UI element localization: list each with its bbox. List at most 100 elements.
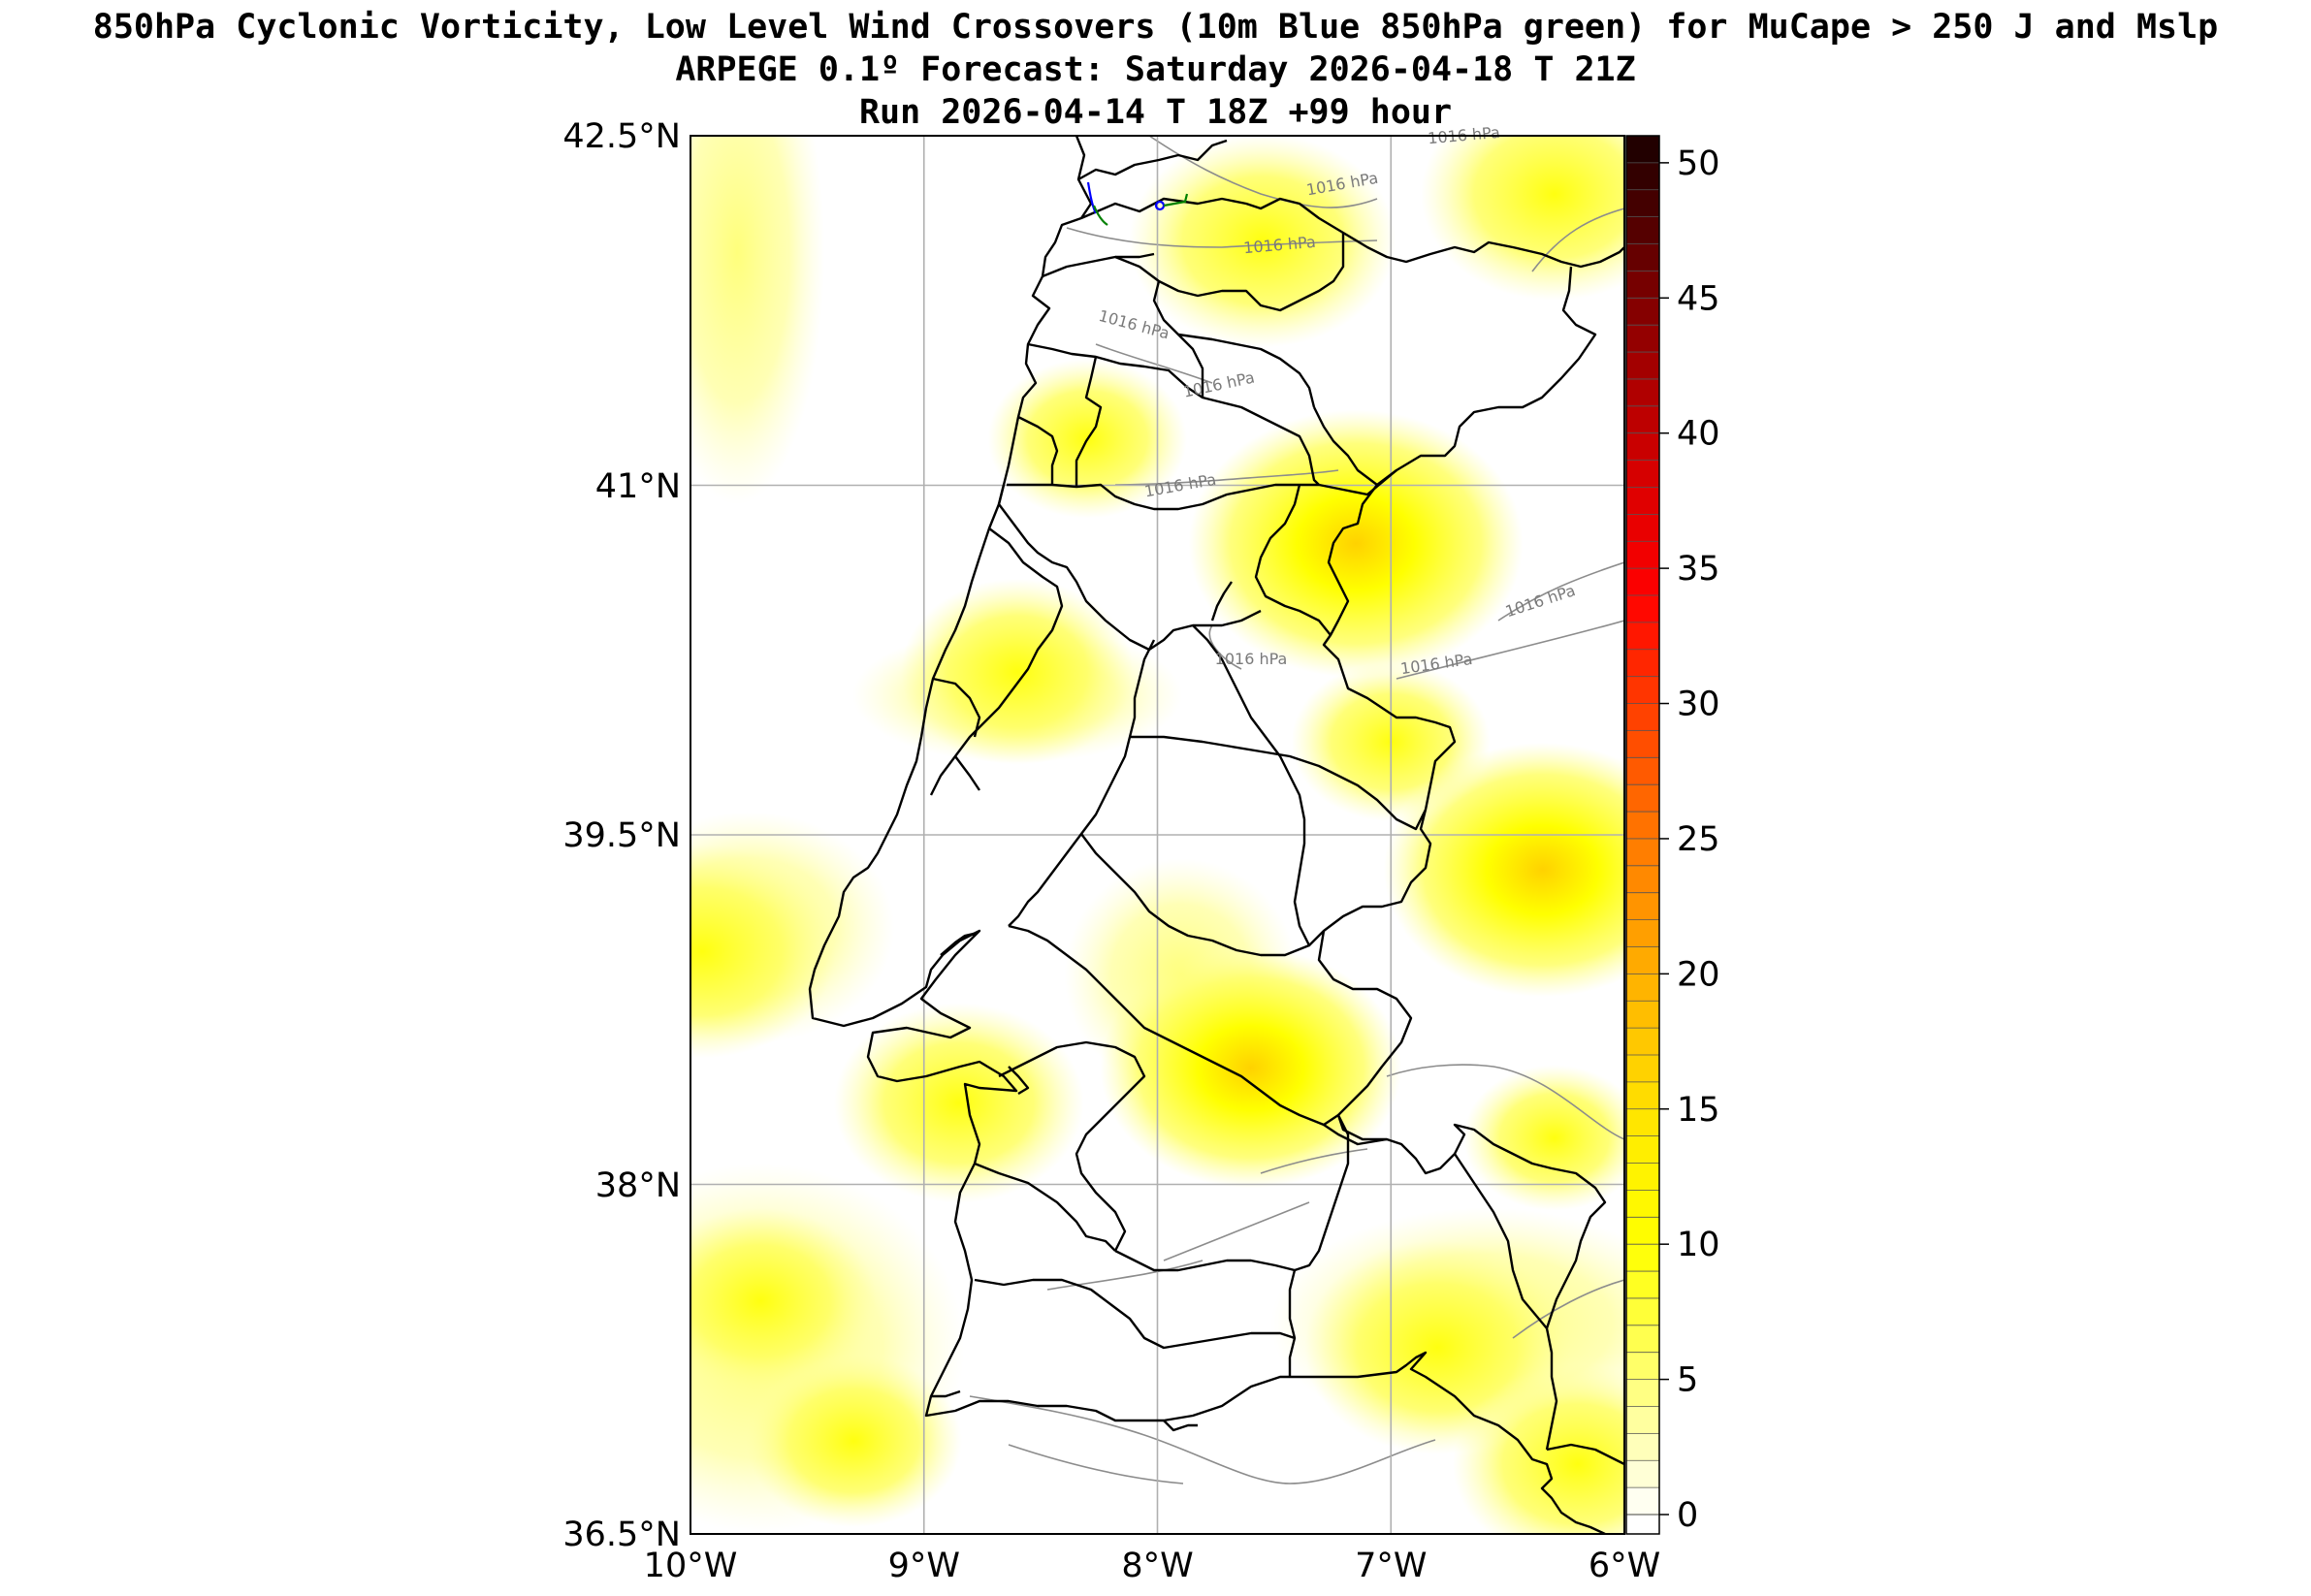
vorticity-blob (901, 578, 1135, 765)
colorbar-band (1626, 1028, 1659, 1056)
latitude-labels: 42.5°N 41°N 39.5°N 38°N 36.5°N (562, 117, 681, 1554)
colorbar-band (1626, 649, 1659, 678)
wind-850-trace (1092, 205, 1108, 226)
colorbar-ticks: 0 5 10 15 20 25 30 35 40 45 50 (1659, 144, 1720, 1535)
colorbar-band (1626, 460, 1659, 488)
colorbar-band (1626, 136, 1659, 164)
colorbar-tick-label: 50 (1677, 144, 1720, 183)
lat-label-36-5: 36.5°N (562, 1516, 681, 1554)
colorbar-band (1626, 1055, 1659, 1083)
colorbar-band (1626, 405, 1659, 434)
colorbar-tick-label: 35 (1677, 550, 1720, 589)
colorbar-tick-label: 15 (1677, 1091, 1720, 1130)
colorbar: 0 5 10 15 20 25 30 35 40 45 50 (1625, 135, 1720, 1535)
colorbar-band (1626, 595, 1659, 623)
field-wash (690, 136, 825, 505)
colorbar-band (1626, 1190, 1659, 1218)
colorbar-band (1626, 352, 1659, 380)
colorbar-band (1626, 1163, 1659, 1191)
colorbar-tick-label: 5 (1677, 1361, 1698, 1400)
colorbar-band (1626, 541, 1659, 569)
colorbar-band (1626, 325, 1659, 353)
colorbar-band (1626, 812, 1659, 840)
colorbar-bands (1626, 136, 1659, 1534)
colorbar-band (1626, 514, 1659, 542)
colorbar-band (1626, 757, 1659, 785)
vorticity-field (690, 136, 1624, 1534)
colorbar-band (1626, 703, 1659, 731)
national-border (1080, 197, 1624, 269)
vorticity-blob (690, 1207, 878, 1394)
colorbar-band (1626, 946, 1659, 974)
colorbar-band (1626, 1244, 1659, 1272)
colorbar-band (1626, 1271, 1659, 1299)
colorbar-band (1626, 1325, 1659, 1354)
lon-label-7w: 7°W (1355, 1547, 1427, 1585)
vorticity-blob (746, 1354, 962, 1527)
colorbar-band (1626, 1352, 1659, 1381)
vorticity-blob (834, 1003, 1084, 1203)
boundaries (808, 136, 1624, 1534)
lat-label-41: 41°N (595, 467, 681, 506)
colorbar-tick-label: 0 (1677, 1496, 1698, 1535)
colorbar-tick-label: 30 (1677, 686, 1720, 724)
isobar-label: 1016 hPa (1215, 650, 1288, 668)
colorbar-band (1626, 271, 1659, 299)
vorticity-blob (1100, 947, 1401, 1189)
colorbar-band (1626, 892, 1659, 921)
colorbar-band (1626, 243, 1659, 271)
colorbar-band (1626, 432, 1659, 462)
colorbar-band (1626, 216, 1659, 245)
colorbar-band (1626, 162, 1659, 191)
colorbar-tick-label: 45 (1677, 279, 1720, 318)
colorbar-band (1626, 298, 1659, 326)
longitude-labels: 10°W 9°W 8°W 7°W 6°W (644, 1547, 1661, 1585)
colorbar-band (1626, 838, 1659, 867)
wind-10m-trace (1086, 181, 1097, 214)
lat-label-39-5: 39.5°N (562, 816, 681, 855)
colorbar-band (1626, 1460, 1659, 1488)
colorbar-band (1626, 1515, 1659, 1534)
vorticity-blob (1463, 1065, 1624, 1211)
colorbar-band (1626, 1001, 1659, 1029)
isobars (969, 136, 1624, 1484)
colorbar-band (1626, 568, 1659, 596)
colorbar-band (1626, 622, 1659, 651)
vorticity-blob (690, 845, 836, 1059)
lon-label-6w: 6°W (1589, 1547, 1660, 1585)
colorbar-band (1626, 1487, 1659, 1516)
title-line-2: ARPEGE 0.1º Forecast: Saturday 2026-04-1… (675, 50, 1636, 89)
colorbar-band (1626, 1217, 1659, 1245)
colorbar-tick-label: 25 (1677, 820, 1720, 859)
colorbar-band (1626, 730, 1659, 758)
colorbar-band (1626, 1297, 1659, 1326)
colorbar-tick-label: 40 (1677, 415, 1720, 454)
colorbar-band (1626, 919, 1659, 947)
colorbar-tick-label: 10 (1677, 1226, 1720, 1264)
vorticity-blob (1421, 136, 1624, 302)
lat-label-42-5: 42.5°N (562, 117, 681, 156)
colorbar-band (1626, 676, 1659, 705)
colorbar-band (1626, 1433, 1659, 1461)
lon-label-9w: 9°W (888, 1547, 960, 1585)
colorbar-band (1626, 1406, 1659, 1434)
colorbar-band (1626, 189, 1659, 218)
colorbar-band (1626, 865, 1659, 894)
lon-label-8w: 8°W (1121, 1547, 1193, 1585)
colorbar-band (1626, 784, 1659, 813)
title-line-1: 850hPa Cyclonic Vorticity, Low Level Win… (92, 8, 2219, 47)
colorbar-band (1626, 974, 1659, 1002)
lat-label-38: 38°N (595, 1166, 681, 1205)
wind-850-barb (1163, 193, 1189, 207)
colorbar-band (1626, 1081, 1659, 1110)
title-line-3: Run 2026-04-14 T 18Z +99 hour (858, 93, 1453, 132)
vorticity-blob (1453, 1363, 1624, 1534)
colorbar-band (1626, 1108, 1659, 1137)
colorbar-band (1626, 378, 1659, 407)
wind-crossovers (1086, 181, 1189, 226)
colorbar-band (1626, 1135, 1659, 1165)
colorbar-tick-label: 20 (1677, 955, 1720, 994)
lon-label-10w: 10°W (644, 1547, 738, 1585)
